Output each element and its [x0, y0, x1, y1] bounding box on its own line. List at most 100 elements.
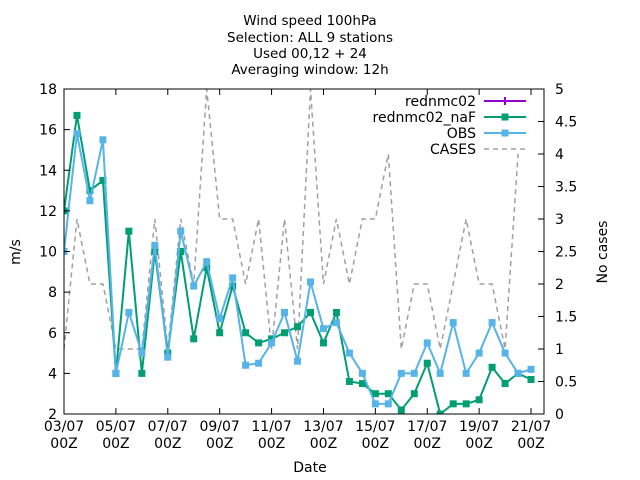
data-point-rednmc02-naf: [190, 335, 198, 343]
title-line-2: Selection: ALL 9 stations: [227, 30, 393, 46]
data-point-rednmc02-naf: [397, 406, 405, 414]
data-point-obs: [164, 353, 172, 361]
y2-tick-label: 3.5: [555, 180, 577, 196]
x-tick-label-hour: 00Z: [258, 436, 285, 452]
data-point-rednmc02-naf: [384, 390, 392, 398]
y-tick-label: 2: [48, 407, 57, 423]
x-tick-label-hour: 00Z: [465, 436, 492, 452]
x-tick-label-hour: 00Z: [206, 436, 233, 452]
x-tick-label: 03/07: [44, 419, 84, 435]
data-point-obs: [384, 400, 392, 408]
data-point-rednmc02-naf: [86, 187, 94, 195]
data-point-rednmc02-naf: [242, 329, 250, 337]
data-point-obs: [216, 315, 224, 323]
data-point-obs: [151, 241, 159, 249]
data-point-rednmc02-naf: [501, 380, 509, 388]
data-point-obs: [332, 319, 340, 327]
data-point-obs: [242, 361, 250, 369]
data-point-rednmc02-naf: [268, 335, 276, 343]
data-point-rednmc02-naf: [203, 264, 211, 272]
data-point-rednmc02-naf: [410, 390, 418, 398]
data-point-obs: [410, 369, 418, 377]
data-point-rednmc02-naf: [177, 248, 185, 255]
y-tick-label: 18: [39, 82, 57, 98]
data-point-rednmc02-naf: [436, 410, 444, 414]
data-point-obs: [319, 325, 327, 333]
y2-tick-label: 4.5: [555, 115, 577, 131]
data-point-obs: [281, 308, 289, 316]
data-point-obs: [229, 274, 237, 282]
axes: 2 4 6 8 10 12 14 16 18 0 0.5 1 1.5 2 2.5 3 3.5 4 4.5 5 03/07…: [39, 82, 577, 452]
x-tick-label: 21/07: [511, 419, 551, 435]
data-point-obs: [358, 369, 366, 377]
x-tick-label-hour: 00Z: [414, 436, 441, 452]
data-point-obs: [423, 339, 431, 347]
y2-tick-label: 3: [555, 212, 564, 228]
data-point-obs: [514, 369, 522, 377]
data-point-obs: [177, 227, 185, 235]
data-point-obs: [112, 369, 120, 377]
legend-label-obs: OBS: [447, 126, 476, 142]
data-point-rednmc02-naf: [319, 339, 327, 347]
y-tick-label: 14: [39, 163, 57, 179]
data-point-rednmc02-naf: [371, 390, 379, 398]
y-tick-label: 8: [48, 285, 57, 301]
x-axis-label: Date: [293, 460, 326, 476]
x-tick-label-hour: 00Z: [517, 436, 544, 452]
data-point-rednmc02-naf: [358, 380, 366, 388]
legend-marker-rednmc02-naf: [501, 113, 509, 121]
data-point-rednmc02-naf: [73, 111, 81, 119]
data-point-rednmc02-naf: [138, 369, 146, 377]
data-point-obs: [371, 400, 379, 408]
x-tick-label: 09/07: [199, 419, 239, 435]
data-point-obs: [294, 357, 302, 365]
y-tick-label: 4: [48, 366, 57, 382]
x-tick-label: 11/07: [251, 419, 291, 435]
data-point-rednmc02-naf: [488, 363, 496, 371]
data-point-rednmc02-naf: [527, 375, 535, 383]
legend-label-rednmc02: rednmc02: [405, 94, 476, 110]
title-line-1: Wind speed 100hPa: [243, 13, 376, 29]
y2-tick-label: 5: [555, 82, 564, 98]
data-point-rednmc02-naf: [255, 339, 263, 347]
data-point-obs: [527, 365, 535, 373]
x-tick-label: 05/07: [96, 419, 136, 435]
data-point-rednmc02-naf: [475, 396, 483, 404]
chart-title: Wind speed 100hPa Selection: ALL 9 stati…: [227, 13, 393, 78]
y-axis-label: m/s: [8, 239, 24, 265]
y2-tick-label: 4: [555, 147, 564, 163]
x-tick-label-hour: 00Z: [50, 436, 77, 452]
data-point-rednmc02-naf: [99, 176, 107, 184]
y2-tick-label: 2.5: [555, 245, 577, 261]
y-tick-label: 12: [39, 204, 57, 220]
x-tick-label-hour: 00Z: [362, 436, 389, 452]
data-point-obs: [125, 308, 133, 316]
title-line-4: Averaging window: 12h: [231, 62, 388, 78]
data-point-obs: [138, 349, 146, 357]
data-point-rednmc02-naf: [345, 378, 353, 385]
data-point-rednmc02-naf: [229, 282, 237, 290]
x-tick-label: 07/07: [148, 419, 188, 435]
x-tick-label: 19/07: [459, 419, 499, 435]
y2-axis-label: No cases: [595, 221, 611, 284]
x-tick-label-hour: 00Z: [310, 436, 337, 452]
data-point-rednmc02-naf: [306, 308, 314, 316]
legend-label-cases: CASES: [430, 142, 476, 158]
data-point-obs: [86, 197, 94, 205]
data-point-rednmc02-naf: [462, 400, 470, 408]
y-tick-label: 6: [48, 326, 57, 342]
y2-tick-label: 0.5: [555, 375, 577, 391]
y2-tick-label: 2: [555, 277, 564, 293]
x-tick-label: 15/07: [355, 419, 395, 435]
data-point-obs: [203, 258, 211, 266]
data-point-rednmc02-naf: [423, 359, 431, 367]
data-point-obs: [436, 369, 444, 377]
title-line-3: Used 00,12 + 24: [253, 46, 367, 62]
legend-label-rednmc02-naf: rednmc02_naF: [373, 110, 476, 126]
data-point-obs: [306, 278, 314, 286]
data-point-obs: [268, 339, 276, 347]
legend-marker-obs: [501, 129, 509, 137]
data-point-obs: [397, 369, 405, 377]
